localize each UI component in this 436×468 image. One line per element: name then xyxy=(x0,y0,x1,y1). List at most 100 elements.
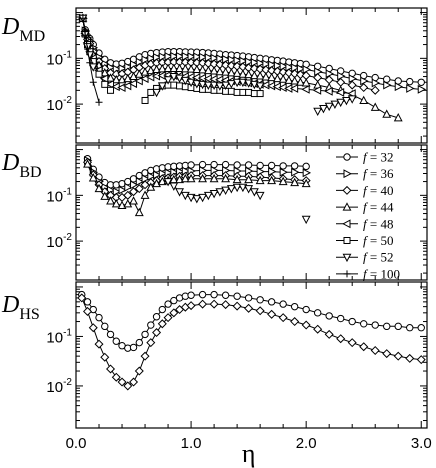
data-point-f-52 xyxy=(313,107,323,117)
data-point-f-52 xyxy=(232,78,242,88)
data-point-f-40 xyxy=(129,377,139,387)
data-point-f-52 xyxy=(215,82,225,91)
data-point-f-52 xyxy=(232,183,242,193)
data-point-f-40 xyxy=(370,85,380,95)
legend-label: f = 52 xyxy=(363,250,393,265)
data-point-f-52 xyxy=(203,191,213,201)
plot-frame xyxy=(75,7,428,144)
data-point-f-52 xyxy=(238,78,248,88)
data-point-f-32 xyxy=(394,322,402,331)
legend-label: f = 48 xyxy=(363,216,393,231)
x-tick-label: 2.0 xyxy=(296,435,317,452)
data-point-f-36 xyxy=(193,52,202,62)
series-group xyxy=(83,155,312,225)
data-point-f-32 xyxy=(244,161,253,169)
legend-item: f = 48 xyxy=(336,216,393,231)
data-point-f-50 xyxy=(176,82,184,90)
data-point-f-40 xyxy=(244,303,254,313)
data-point-f-52 xyxy=(301,215,311,225)
data-point-f-52 xyxy=(163,178,173,187)
y-axis-label: DMD xyxy=(1,14,45,45)
data-point-f-32 xyxy=(279,300,287,308)
data-point-f-44 xyxy=(83,159,92,168)
data-point-f-50 xyxy=(227,87,235,95)
data-point-f-100 xyxy=(95,98,103,106)
triangle-down-marker-icon xyxy=(342,253,352,263)
data-point-f-32 xyxy=(95,313,103,322)
data-point-f-44 xyxy=(382,109,392,118)
data-point-f-52 xyxy=(157,82,167,91)
data-point-f-40 xyxy=(405,353,415,363)
data-point-f-52 xyxy=(186,193,196,203)
data-point-f-36 xyxy=(371,78,381,88)
data-point-f-48 xyxy=(335,87,345,97)
data-point-f-44 xyxy=(94,183,104,193)
data-point-f-32 xyxy=(198,160,207,169)
data-point-f-52 xyxy=(221,186,231,195)
data-point-f-44 xyxy=(111,199,121,208)
legend-item: f = 36 xyxy=(336,166,394,181)
data-point-f-36 xyxy=(141,174,150,184)
data-point-f-40 xyxy=(347,80,357,90)
data-point-f-32 xyxy=(152,313,161,321)
data-point-f-32 xyxy=(83,298,92,306)
data-point-f-32 xyxy=(233,161,241,169)
data-point-f-44 xyxy=(88,173,98,182)
data-point-f-40 xyxy=(278,313,288,323)
data-point-f-40 xyxy=(359,83,369,93)
data-point-f-44 xyxy=(278,176,288,186)
data-point-f-32 xyxy=(383,75,391,83)
series-group xyxy=(77,290,426,391)
data-point-f-36 xyxy=(268,167,277,177)
square-marker-icon xyxy=(343,237,351,244)
legend-item: f = 44 xyxy=(336,200,394,215)
data-point-f-40 xyxy=(313,324,323,334)
data-point-f-44 xyxy=(232,174,242,184)
data-point-f-44 xyxy=(134,207,144,217)
data-point-f-36 xyxy=(227,55,237,65)
data-point-f-40 xyxy=(359,342,369,352)
data-point-f-44 xyxy=(393,113,403,122)
data-point-f-52 xyxy=(209,189,219,199)
data-point-f-44 xyxy=(140,190,150,199)
data-point-f-44 xyxy=(129,71,138,81)
data-point-f-48 xyxy=(347,89,356,98)
legend-label: f = 100 xyxy=(363,266,400,281)
data-point-f-40 xyxy=(186,301,196,311)
data-point-f-44 xyxy=(180,63,190,73)
data-point-f-44 xyxy=(301,78,311,87)
data-point-f-36 xyxy=(291,167,300,177)
data-point-f-100 xyxy=(79,14,87,22)
data-point-f-32 xyxy=(210,290,218,299)
data-point-f-52 xyxy=(203,81,213,90)
data-point-f-36 xyxy=(394,82,404,92)
data-point-f-40 xyxy=(382,349,392,359)
data-point-f-100 xyxy=(81,31,89,39)
data-point-f-44 xyxy=(186,64,196,73)
x-axis-label: η xyxy=(242,439,256,468)
data-point-f-36 xyxy=(130,180,139,190)
legend-item: f = 40 xyxy=(336,183,393,198)
x-tick-label: 1.0 xyxy=(181,435,202,452)
data-point-f-40 xyxy=(94,339,104,349)
data-point-f-40 xyxy=(106,364,116,374)
data-point-f-32 xyxy=(244,294,253,302)
data-point-f-32 xyxy=(348,317,356,326)
data-point-f-40 xyxy=(100,352,110,362)
y-axis-label: DBD xyxy=(1,150,42,181)
data-point-f-44 xyxy=(100,191,110,200)
triangle-right-marker-icon xyxy=(343,169,352,179)
data-point-f-44 xyxy=(244,174,254,184)
data-point-f-44 xyxy=(192,64,202,74)
data-point-f-100 xyxy=(89,78,97,86)
data-point-f-36 xyxy=(135,177,145,186)
data-point-f-44 xyxy=(301,178,311,188)
data-point-f-52 xyxy=(226,80,236,89)
legend-label: f = 50 xyxy=(363,233,393,248)
data-point-f-32 xyxy=(106,330,115,339)
data-point-f-40 xyxy=(146,338,156,348)
data-point-f-44 xyxy=(255,71,265,80)
data-point-f-40 xyxy=(267,309,277,319)
y-tick-label: 10-2 xyxy=(46,377,72,396)
